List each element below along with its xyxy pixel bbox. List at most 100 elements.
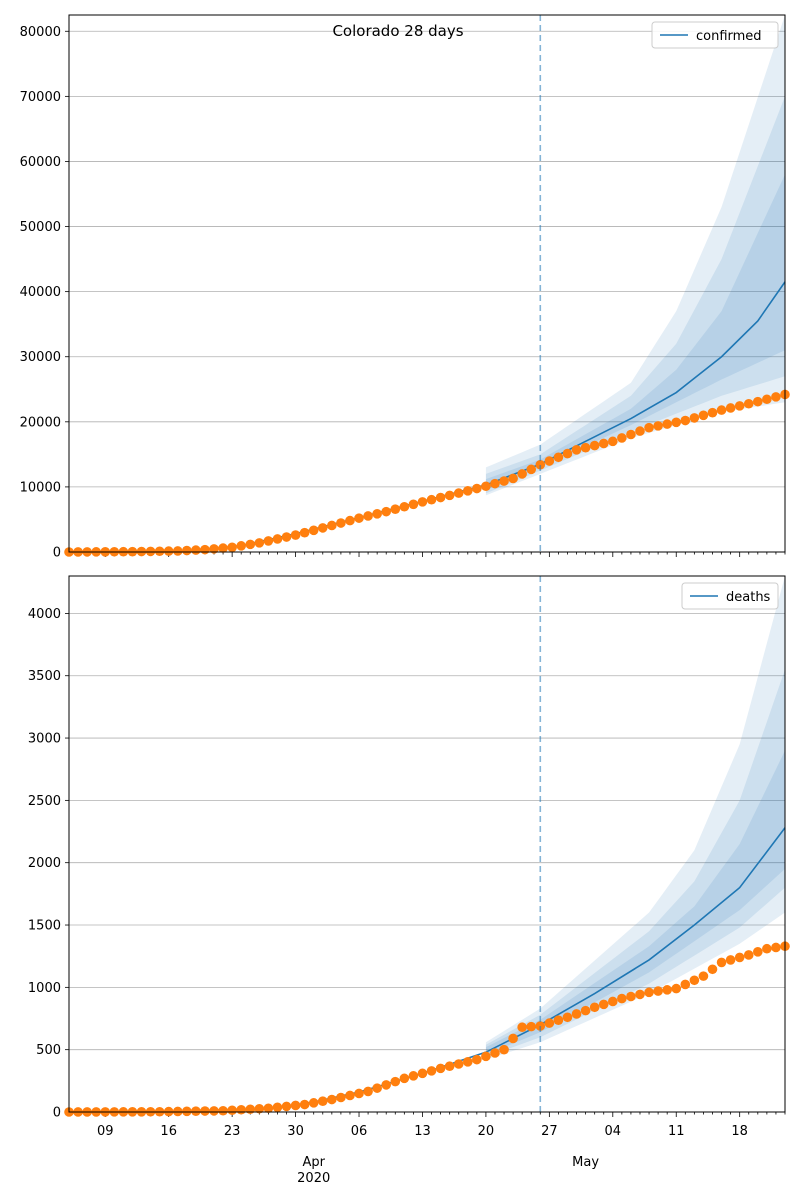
confirmed-panel: 0 10000 20000 30000 40000 50000 60000 70000 8000… xyxy=(20,14,790,561)
observed-point xyxy=(200,1106,210,1116)
observed-point xyxy=(698,410,709,421)
axes-frame xyxy=(68,14,786,553)
y-tick-label: 0 xyxy=(53,1106,61,1121)
observed-point xyxy=(716,405,727,415)
observed-point xyxy=(227,542,237,553)
observed-point xyxy=(644,987,654,998)
x-tick-label: 11 xyxy=(668,1124,685,1139)
x-tick-label: 09 xyxy=(97,1124,114,1139)
confidence-band xyxy=(485,96,785,494)
observed-point xyxy=(245,539,256,550)
observed-point xyxy=(472,1054,482,1065)
observed-point xyxy=(290,1100,301,1111)
observed-point xyxy=(462,1057,473,1067)
observed-point xyxy=(626,991,636,1002)
observed-point xyxy=(562,448,573,459)
observed-point xyxy=(272,534,283,544)
observed-point xyxy=(662,419,672,429)
observed-point xyxy=(553,452,564,463)
y-tick-label: 500 xyxy=(36,1043,61,1058)
observed-point xyxy=(725,403,736,413)
x-month-label: Apr xyxy=(302,1155,325,1170)
observed-point xyxy=(263,536,274,546)
observed-point xyxy=(580,1005,591,1016)
y-tick-label: 20000 xyxy=(20,415,61,430)
observed-point xyxy=(671,417,682,428)
observed-point xyxy=(408,1071,419,1081)
observed-point xyxy=(644,422,654,433)
observed-point xyxy=(254,1103,265,1114)
chart-title: Colorado 28 days xyxy=(332,22,463,40)
observed-point xyxy=(336,518,346,528)
observed-point xyxy=(598,438,609,449)
x-tick-label: 13 xyxy=(414,1124,431,1139)
observed-point xyxy=(290,530,301,540)
observed-point xyxy=(508,473,518,484)
observed-point xyxy=(399,501,410,512)
observed-point xyxy=(417,497,428,507)
observed-point xyxy=(263,1103,274,1114)
observed-point xyxy=(363,1086,373,1097)
observed-point xyxy=(308,1098,319,1108)
observed-point xyxy=(435,492,446,503)
observed-point xyxy=(354,1088,364,1099)
observed-point xyxy=(435,1063,446,1074)
observed-point xyxy=(372,1083,382,1093)
observed-point xyxy=(771,392,781,402)
observed-point xyxy=(499,476,509,486)
observed-point xyxy=(653,421,663,431)
observed-point xyxy=(154,546,165,557)
observed-point xyxy=(399,1073,410,1084)
observed-point xyxy=(734,952,745,963)
observed-point xyxy=(716,957,727,968)
observed-point xyxy=(327,520,337,531)
axes-frame xyxy=(68,575,786,1113)
y-tick-label: 30000 xyxy=(20,350,61,365)
observed-point xyxy=(598,999,609,1010)
confidence-band xyxy=(485,750,785,1055)
y-tick-label: 80000 xyxy=(20,25,61,40)
observed-point xyxy=(453,488,464,498)
observed-point xyxy=(390,504,401,515)
observed-point xyxy=(372,509,382,519)
observed-point xyxy=(743,950,754,960)
x-year-label: 2020 xyxy=(297,1171,330,1186)
observed-point xyxy=(562,1012,573,1023)
observed-point xyxy=(589,440,600,451)
confidence-band xyxy=(485,669,785,1058)
observed-point xyxy=(191,1106,201,1116)
observed-point xyxy=(580,442,591,453)
observed-point xyxy=(145,546,156,557)
x-tick-label: 06 xyxy=(351,1124,368,1139)
observed-point xyxy=(381,1080,392,1090)
observed-point xyxy=(617,433,627,443)
observed-point xyxy=(635,426,645,436)
observed-point xyxy=(417,1068,428,1079)
observed-point xyxy=(499,1044,509,1055)
observed-point xyxy=(662,985,672,995)
observed-point xyxy=(517,469,527,479)
observed-point xyxy=(299,1099,310,1110)
observed-point xyxy=(327,1094,337,1105)
observed-point xyxy=(607,996,618,1007)
observed-point xyxy=(653,986,663,996)
observed-point xyxy=(725,955,736,965)
observed-point xyxy=(381,506,392,517)
observed-point xyxy=(336,1092,346,1103)
observed-point xyxy=(345,515,355,526)
observed-point xyxy=(172,1106,183,1117)
observed-point xyxy=(182,1106,192,1117)
observed-point xyxy=(689,975,700,986)
observed-point xyxy=(236,541,247,551)
observed-point xyxy=(734,401,745,411)
observed-point xyxy=(707,964,718,975)
legend-label: deaths xyxy=(726,590,771,605)
observed-point xyxy=(191,545,201,555)
x-tick-label: 23 xyxy=(224,1124,241,1139)
x-tick-label: 30 xyxy=(287,1124,304,1139)
x-tick-label: 27 xyxy=(541,1124,558,1139)
legend-box xyxy=(681,582,779,610)
x-tick-label: 18 xyxy=(731,1124,748,1139)
